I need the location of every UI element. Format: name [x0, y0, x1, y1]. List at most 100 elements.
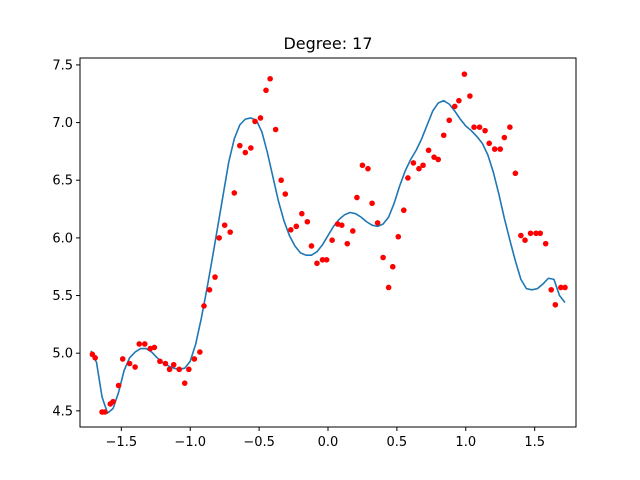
data-point	[242, 149, 249, 156]
x-axis: −1.5 −1.0 −0.5 0.0 0.5 1.0 1.5	[106, 427, 545, 450]
data-point	[288, 227, 294, 233]
data-point	[440, 132, 447, 139]
data-point	[476, 124, 483, 130]
data-point	[102, 409, 108, 415]
data-point	[431, 154, 437, 160]
data-point	[237, 142, 243, 149]
data-point	[527, 230, 534, 237]
data-point	[456, 97, 462, 104]
data-point	[308, 243, 315, 249]
data-point	[542, 240, 549, 247]
y-tick-label: 7.5	[52, 58, 73, 73]
data-point	[92, 355, 98, 361]
data-point	[507, 124, 513, 130]
chart-title: Degree: 17	[283, 34, 372, 53]
data-point	[451, 103, 458, 110]
data-point	[278, 177, 284, 184]
data-point	[181, 380, 188, 386]
x-tick-label: −1.0	[174, 435, 206, 450]
data-point	[115, 382, 122, 389]
data-point	[170, 361, 177, 368]
data-point	[201, 303, 207, 309]
data-point	[435, 156, 442, 163]
data-point	[400, 207, 407, 214]
data-point	[206, 286, 213, 293]
y-tick-label: 4.5	[52, 404, 73, 419]
data-point	[395, 233, 402, 240]
y-tick-label: 5.0	[52, 347, 73, 362]
data-point	[491, 146, 498, 152]
data-point	[263, 87, 269, 94]
data-point	[319, 257, 326, 263]
data-point	[212, 274, 218, 280]
data-point	[176, 366, 182, 373]
data-point	[191, 356, 198, 362]
data-point	[410, 160, 417, 166]
data-point	[522, 237, 528, 243]
y-tick-label: 7.0	[52, 116, 73, 131]
data-point	[282, 191, 289, 197]
data-point	[323, 257, 330, 263]
data-point	[151, 344, 158, 351]
plot-area	[89, 71, 568, 415]
y-tick-label: 6.0	[52, 231, 73, 246]
data-point	[344, 240, 351, 247]
data-point	[380, 254, 386, 261]
data-point	[533, 230, 539, 237]
y-axis: 4.5 5.0 5.5 6.0 6.5 7.0 7.5	[52, 58, 80, 419]
data-point	[119, 356, 126, 362]
data-point	[257, 115, 264, 121]
data-point	[501, 134, 508, 141]
x-tick-label: 1.0	[455, 435, 476, 450]
data-point	[221, 222, 228, 228]
data-point	[359, 162, 366, 169]
data-point	[482, 127, 488, 134]
data-point	[369, 200, 375, 207]
data-point	[267, 75, 273, 82]
data-point	[110, 398, 116, 405]
data-point	[350, 228, 356, 234]
data-point	[252, 118, 258, 125]
data-point	[231, 190, 238, 196]
data-point	[272, 126, 279, 133]
data-point	[486, 140, 493, 147]
data-point	[354, 194, 360, 201]
data-point	[461, 71, 468, 77]
data-point	[162, 360, 169, 367]
y-tick-label: 6.5	[52, 174, 73, 189]
x-tick-label: 0.5	[387, 435, 408, 450]
data-point	[374, 220, 381, 226]
data-point	[467, 93, 473, 99]
data-point	[338, 222, 345, 228]
data-point	[299, 210, 305, 217]
data-point	[365, 165, 371, 172]
data-point	[552, 301, 559, 308]
data-point	[558, 284, 564, 291]
x-tick-label: −0.5	[243, 435, 275, 450]
data-point	[132, 364, 138, 370]
data-point	[248, 145, 254, 151]
data-point	[166, 366, 173, 373]
x-tick-label: 1.5	[524, 435, 545, 450]
data-point	[216, 235, 222, 241]
data-point	[537, 230, 543, 237]
data-point	[293, 223, 300, 230]
data-point	[314, 260, 320, 267]
data-point	[425, 147, 432, 154]
data-point	[416, 165, 422, 172]
data-point	[227, 229, 233, 235]
data-point	[141, 341, 148, 347]
data-point	[304, 218, 311, 225]
data-point	[518, 232, 524, 239]
data-point	[497, 146, 504, 152]
y-tick-label: 5.5	[52, 289, 73, 304]
data-point	[512, 170, 519, 177]
x-tick-label: 0.0	[318, 435, 339, 450]
data-point	[389, 263, 396, 270]
data-point	[186, 366, 192, 373]
data-point	[385, 284, 392, 291]
data-point	[420, 162, 426, 169]
data-point	[562, 284, 568, 291]
